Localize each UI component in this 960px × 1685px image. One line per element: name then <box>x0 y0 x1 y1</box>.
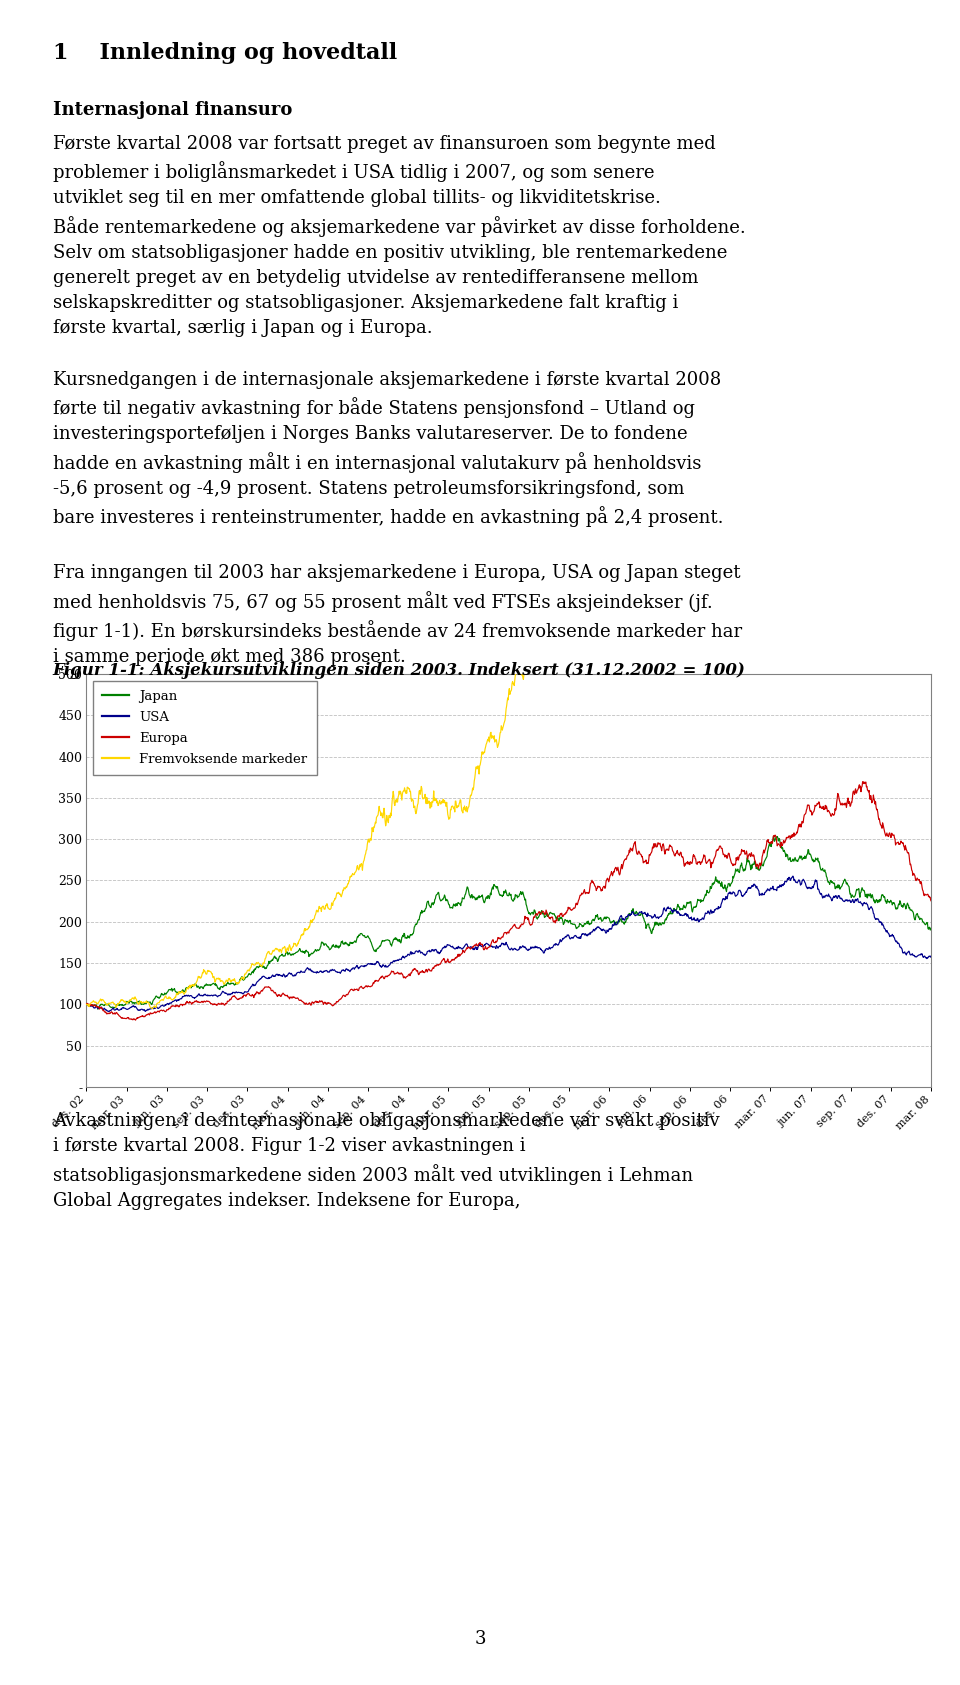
Legend: Japan, USA, Europa, Fremvoksende markeder: Japan, USA, Europa, Fremvoksende markede… <box>93 681 317 775</box>
Text: Internasjonal finansuro: Internasjonal finansuro <box>53 101 292 120</box>
Text: Figur 1-1: Aksjekursutviklingen siden 2003. Indeksert (31.12.2002 = 100): Figur 1-1: Aksjekursutviklingen siden 20… <box>53 662 746 679</box>
Text: Første kvartal 2008 var fortsatt preget av finansuroen som begynte med
problemer: Første kvartal 2008 var fortsatt preget … <box>53 135 746 337</box>
Text: Fra inngangen til 2003 har aksjemarkedene i Europa, USA og Japan steget
med henh: Fra inngangen til 2003 har aksjemarkeden… <box>53 564 742 666</box>
Text: Kursnedgangen i de internasjonale aksjemarkedene i første kvartal 2008
førte til: Kursnedgangen i de internasjonale aksjem… <box>53 371 723 527</box>
Text: Avkastningen i de internasjonale obligasjonsmarkedene var svakt positiv
i første: Avkastningen i de internasjonale obligas… <box>53 1112 719 1210</box>
Text: 3: 3 <box>474 1629 486 1648</box>
Text: 1    Innledning og hovedtall: 1 Innledning og hovedtall <box>53 42 396 64</box>
